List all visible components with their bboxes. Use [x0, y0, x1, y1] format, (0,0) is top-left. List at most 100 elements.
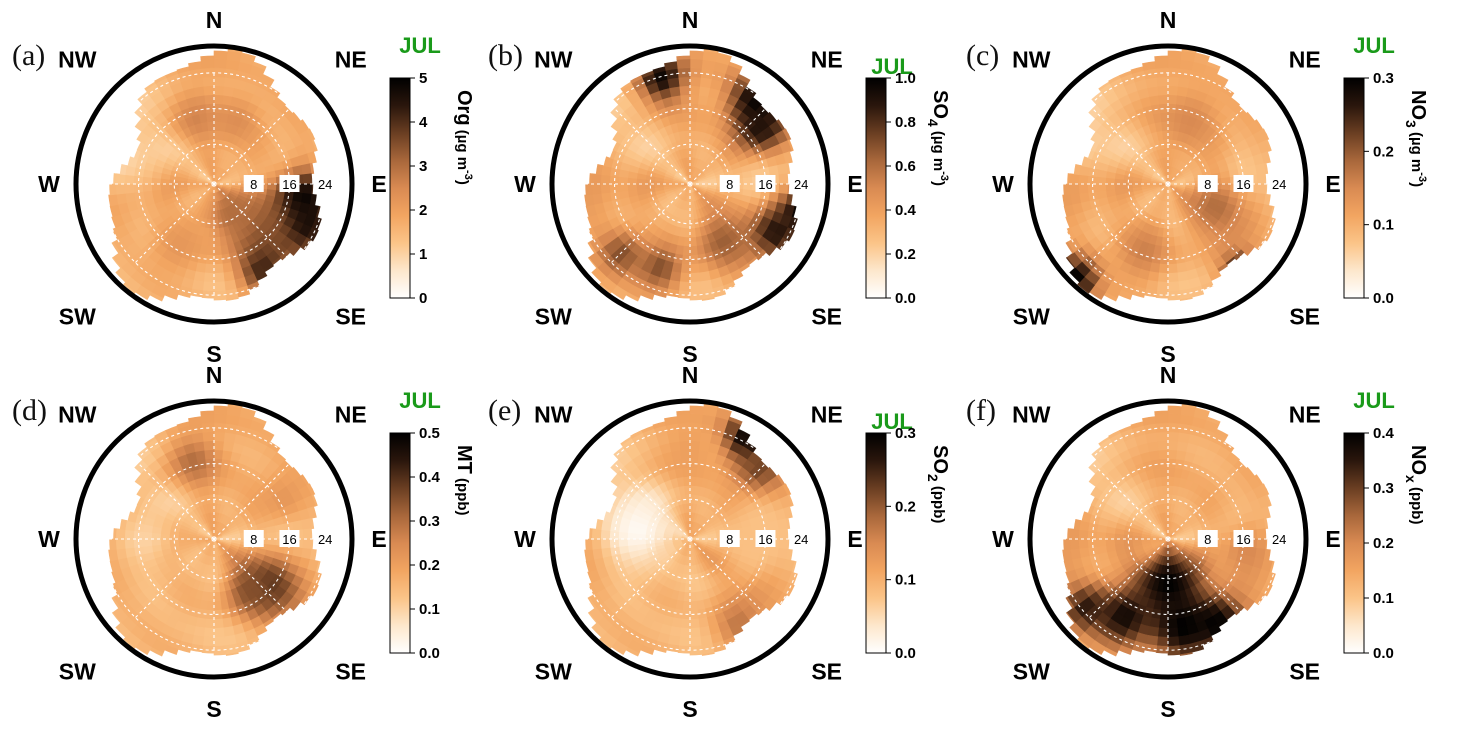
heat-cell	[201, 645, 215, 654]
heat-cell	[1167, 591, 1175, 602]
heat-cell	[206, 112, 215, 123]
heat-cell	[203, 272, 215, 283]
heat-cell	[689, 228, 696, 238]
heat-cell	[689, 281, 702, 292]
colorbar	[1343, 432, 1365, 654]
direction-label-nw: NW	[534, 46, 573, 72]
direction-label-se: SE	[811, 304, 842, 330]
month-label: JUL	[1353, 388, 1395, 413]
heat-cell	[213, 627, 225, 638]
heat-cell	[213, 85, 225, 96]
heat-cell	[600, 529, 611, 540]
heat-cell	[306, 227, 319, 242]
heat-cell	[1167, 281, 1180, 292]
heat-cell	[208, 130, 215, 140]
heat-cell	[685, 502, 691, 513]
heat-cell	[213, 413, 228, 424]
heat-cell	[787, 139, 794, 152]
heat-cell	[123, 283, 136, 294]
heat-cell	[689, 263, 700, 274]
direction-label-e: E	[371, 526, 386, 552]
heat-cell	[1246, 165, 1258, 176]
heat-cell	[589, 528, 593, 540]
ring-label-24: 24	[1272, 177, 1286, 192]
heat-cell	[778, 528, 789, 540]
heat-cell	[1155, 290, 1169, 299]
heat-cell	[618, 176, 629, 185]
heat-cell	[689, 591, 697, 602]
heat-cell	[591, 173, 602, 185]
heat-cell	[684, 130, 691, 140]
heat-cell	[204, 618, 215, 629]
heat-cell	[728, 61, 743, 71]
heat-cell	[584, 548, 595, 562]
heat-cell	[1078, 174, 1089, 185]
ring-label-16: 16	[282, 177, 296, 192]
direction-label-nw: NW	[1012, 46, 1051, 72]
heat-cell	[1096, 176, 1107, 185]
heat-cell	[689, 112, 698, 123]
heat-cell	[600, 538, 611, 549]
panel-label: (c)	[966, 39, 999, 72]
heat-cell	[698, 617, 709, 629]
panel-label: (e)	[488, 394, 521, 427]
heat-cell	[202, 636, 215, 647]
direction-label-sw: SW	[59, 659, 96, 685]
heat-cell	[213, 245, 222, 256]
direction-label-nw: NW	[1012, 401, 1051, 427]
colorbar-tick-label: 3	[419, 158, 427, 175]
ring-label-16: 16	[282, 532, 296, 547]
heat-cell	[676, 58, 691, 69]
heat-cell	[222, 262, 233, 274]
heat-cell	[698, 262, 709, 274]
heat-cell	[627, 183, 638, 191]
heat-cell	[202, 76, 215, 87]
heat-cell	[1096, 545, 1108, 555]
colorbar-tick-label: 0.2	[1373, 535, 1394, 552]
direction-label-se: SE	[811, 659, 842, 685]
heat-cell	[1149, 449, 1160, 461]
heat-cell	[220, 599, 230, 611]
direction-label-s: S	[1160, 696, 1175, 722]
heat-cell	[292, 520, 304, 531]
heat-cell	[1096, 531, 1107, 540]
heat-cell	[200, 55, 215, 60]
heat-cell	[1152, 112, 1162, 124]
heat-cell	[1167, 440, 1179, 451]
colorbar-tick-label: 0.1	[1373, 217, 1394, 234]
ring-label-8: 8	[250, 532, 257, 547]
heat-cell	[618, 183, 629, 192]
heat-cell	[742, 177, 753, 185]
heat-cell	[1220, 177, 1231, 185]
heat-cell	[782, 227, 795, 242]
heat-cell	[1176, 617, 1187, 629]
ring-label-background	[279, 175, 300, 192]
colorbar-tick-label: 2	[419, 202, 427, 219]
heat-cell	[682, 112, 691, 123]
heat-cell	[115, 538, 126, 550]
heat-cell	[113, 528, 117, 540]
heat-cell	[1158, 94, 1169, 105]
direction-label-se: SE	[1289, 304, 1320, 330]
heat-cell	[213, 112, 222, 123]
heat-cell	[206, 245, 215, 256]
heat-cell	[1063, 538, 1071, 551]
heat-cell	[678, 431, 691, 442]
heat-cell	[151, 538, 162, 546]
heat-cell	[1161, 121, 1169, 132]
heat-cell	[1156, 431, 1169, 442]
heat-cell	[591, 267, 607, 283]
heat-cell	[1096, 538, 1107, 547]
colorbar-tick-label: 0.2	[419, 557, 440, 574]
direction-label-n: N	[682, 7, 699, 33]
heat-cell	[584, 193, 595, 207]
heat-cell	[142, 176, 153, 185]
direction-label-ne: NE	[811, 46, 843, 72]
heat-cell	[213, 94, 224, 105]
heat-cell	[778, 538, 789, 550]
heat-cell	[127, 156, 138, 168]
heat-cell	[151, 183, 162, 191]
heat-cell	[685, 147, 691, 158]
heat-cell	[206, 467, 215, 478]
